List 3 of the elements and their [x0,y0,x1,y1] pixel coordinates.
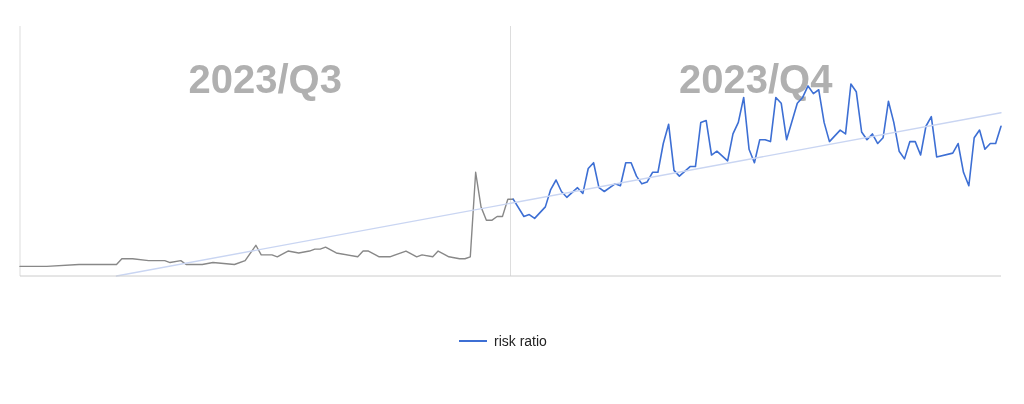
annotation: 2023/Q3 [188,57,342,101]
legend-label: risk ratio [494,333,548,349]
annotation: 2023/Q4 [679,57,834,101]
